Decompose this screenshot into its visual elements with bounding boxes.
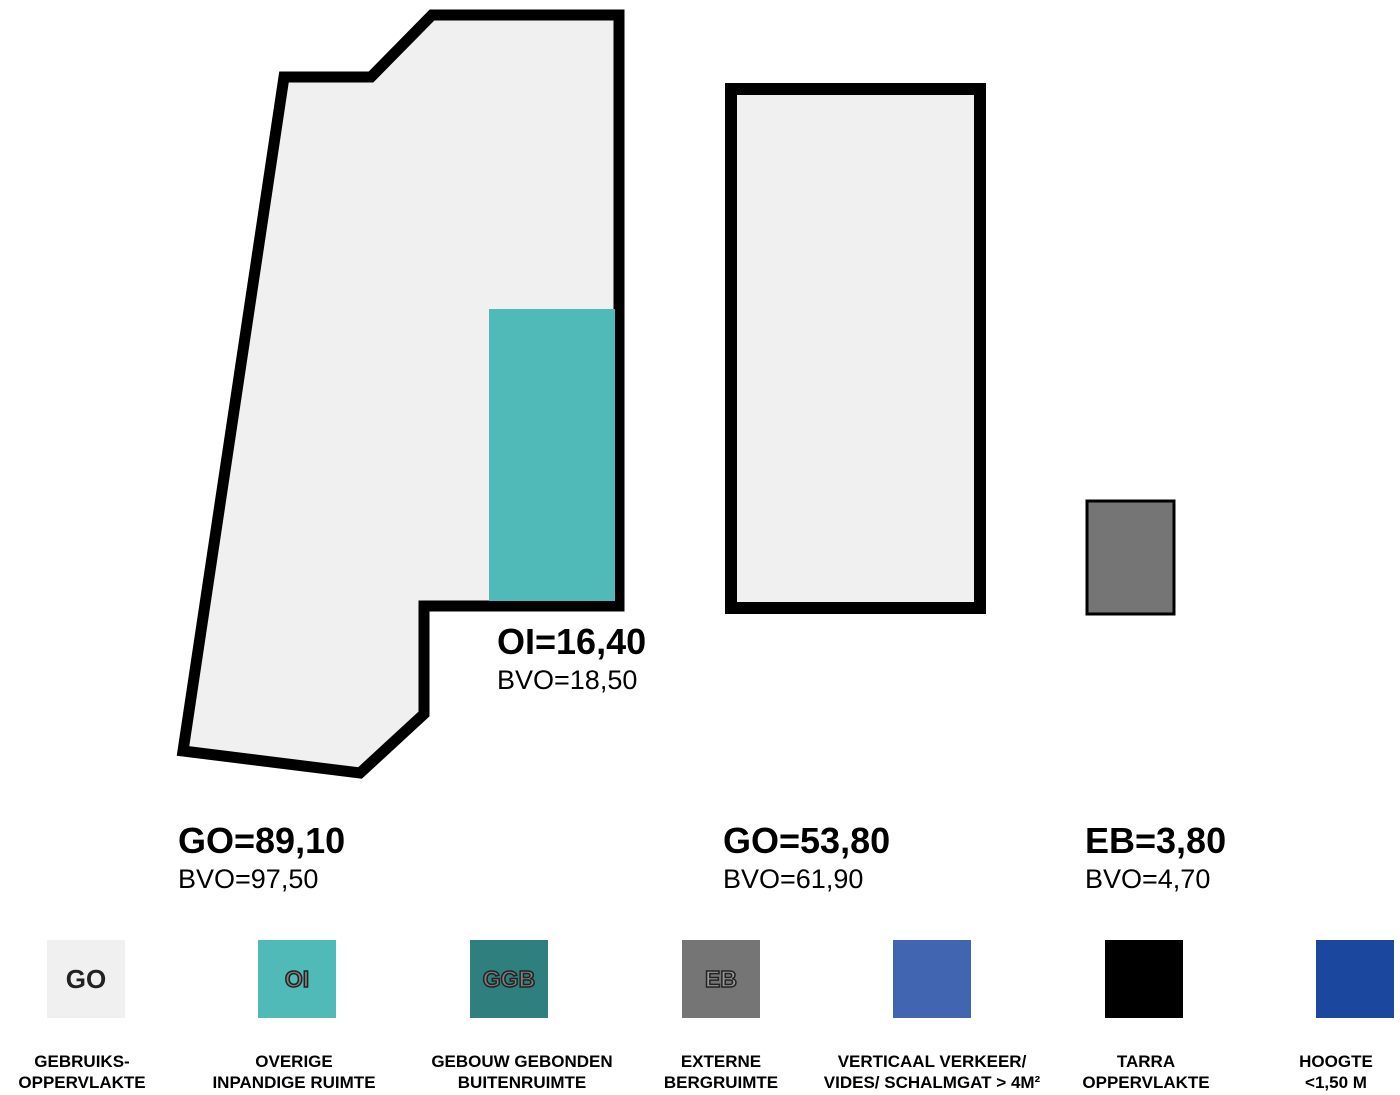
legend-label-go: GEBRUIKS- OPPERVLAKTE [0, 1051, 202, 1093]
legend-label-line: TARRA [1116, 1052, 1176, 1071]
legend-swatch-go: GO [47, 940, 125, 1018]
legend-swatch-eb: EB [682, 940, 760, 1018]
go-left-bvo-value: BVO=97,50 [178, 864, 319, 894]
legend-label-line: HOOGTE [1299, 1052, 1373, 1071]
go-right-area-value: GO=53,80 [723, 820, 891, 861]
legend-swatch-oi: OI [258, 940, 336, 1018]
legend-label-line: INPANDIGE RUIMTE [212, 1073, 376, 1092]
legend-label-line: BERGRUIMTE [663, 1073, 779, 1092]
legend-label-tarra: TARRA OPPERVLAKTE [1026, 1051, 1266, 1093]
legend-label-line: BUITENRUIMTE [457, 1073, 587, 1092]
go-left-area-label: GO=89,10 BVO=97,50 [178, 823, 345, 893]
legend-label-line: <1,50 M [1305, 1073, 1367, 1092]
eb-bvo-value: BVO=4,70 [1085, 864, 1211, 894]
legend-label-ggb: GEBOUW GEBONDEN BUITENRUIMTE [402, 1051, 642, 1093]
legend-label-line: GEBOUW GEBONDEN [431, 1052, 613, 1071]
oi-space [489, 309, 615, 601]
oi-bvo-value: BVO=18,50 [497, 665, 638, 695]
legend-label-line: VIDES/ SCHALMGAT > 4M² [823, 1073, 1041, 1092]
legend-swatch-ggb: GGB [470, 940, 548, 1018]
go-left-area-value: GO=89,10 [178, 820, 346, 861]
legend-label-line: EXTERNE [680, 1052, 762, 1071]
legend-code-eb: EB [704, 965, 737, 993]
legend-code-ggb: GGB [482, 965, 536, 993]
go-right-area-label: GO=53,80 BVO=61,90 [723, 823, 890, 893]
eb-space [1085, 499, 1176, 616]
go-right-bvo-value: BVO=61,90 [723, 864, 864, 894]
go-right-space [725, 83, 986, 614]
legend-swatch-tarra [1105, 940, 1183, 1018]
legend-code-go: GO [65, 963, 107, 994]
legend-label-hoogte: HOOGTE <1,50 M [1272, 1051, 1400, 1093]
oi-area-value: OI=16,40 [497, 621, 647, 662]
legend-label-eb: EXTERNE BERGRUIMTE [601, 1051, 841, 1093]
legend-label-line: VERTICAAL VERKEER/ [837, 1052, 1027, 1071]
legend-label-verticaal: VERTICAAL VERKEER/ VIDES/ SCHALMGAT > 4M… [812, 1051, 1052, 1093]
legend-swatch-hoogte [1316, 940, 1394, 1018]
legend-label-oi: OVERIGE INPANDIGE RUIMTE [174, 1051, 414, 1093]
legend-swatch-verticaal [893, 940, 971, 1018]
legend-label-line: OPPERVLAKTE [1082, 1073, 1210, 1092]
oi-area-label: OI=16,40 BVO=18,50 [497, 624, 646, 694]
eb-area-label: EB=3,80 BVO=4,70 [1085, 823, 1226, 893]
eb-area-value: EB=3,80 [1085, 820, 1227, 861]
legend-label-line: OPPERVLAKTE [18, 1073, 146, 1092]
legend-code-oi: OI [284, 965, 310, 993]
legend-label-line: OVERIGE [255, 1052, 333, 1071]
legend-label-line: GEBRUIKS- [34, 1052, 130, 1071]
